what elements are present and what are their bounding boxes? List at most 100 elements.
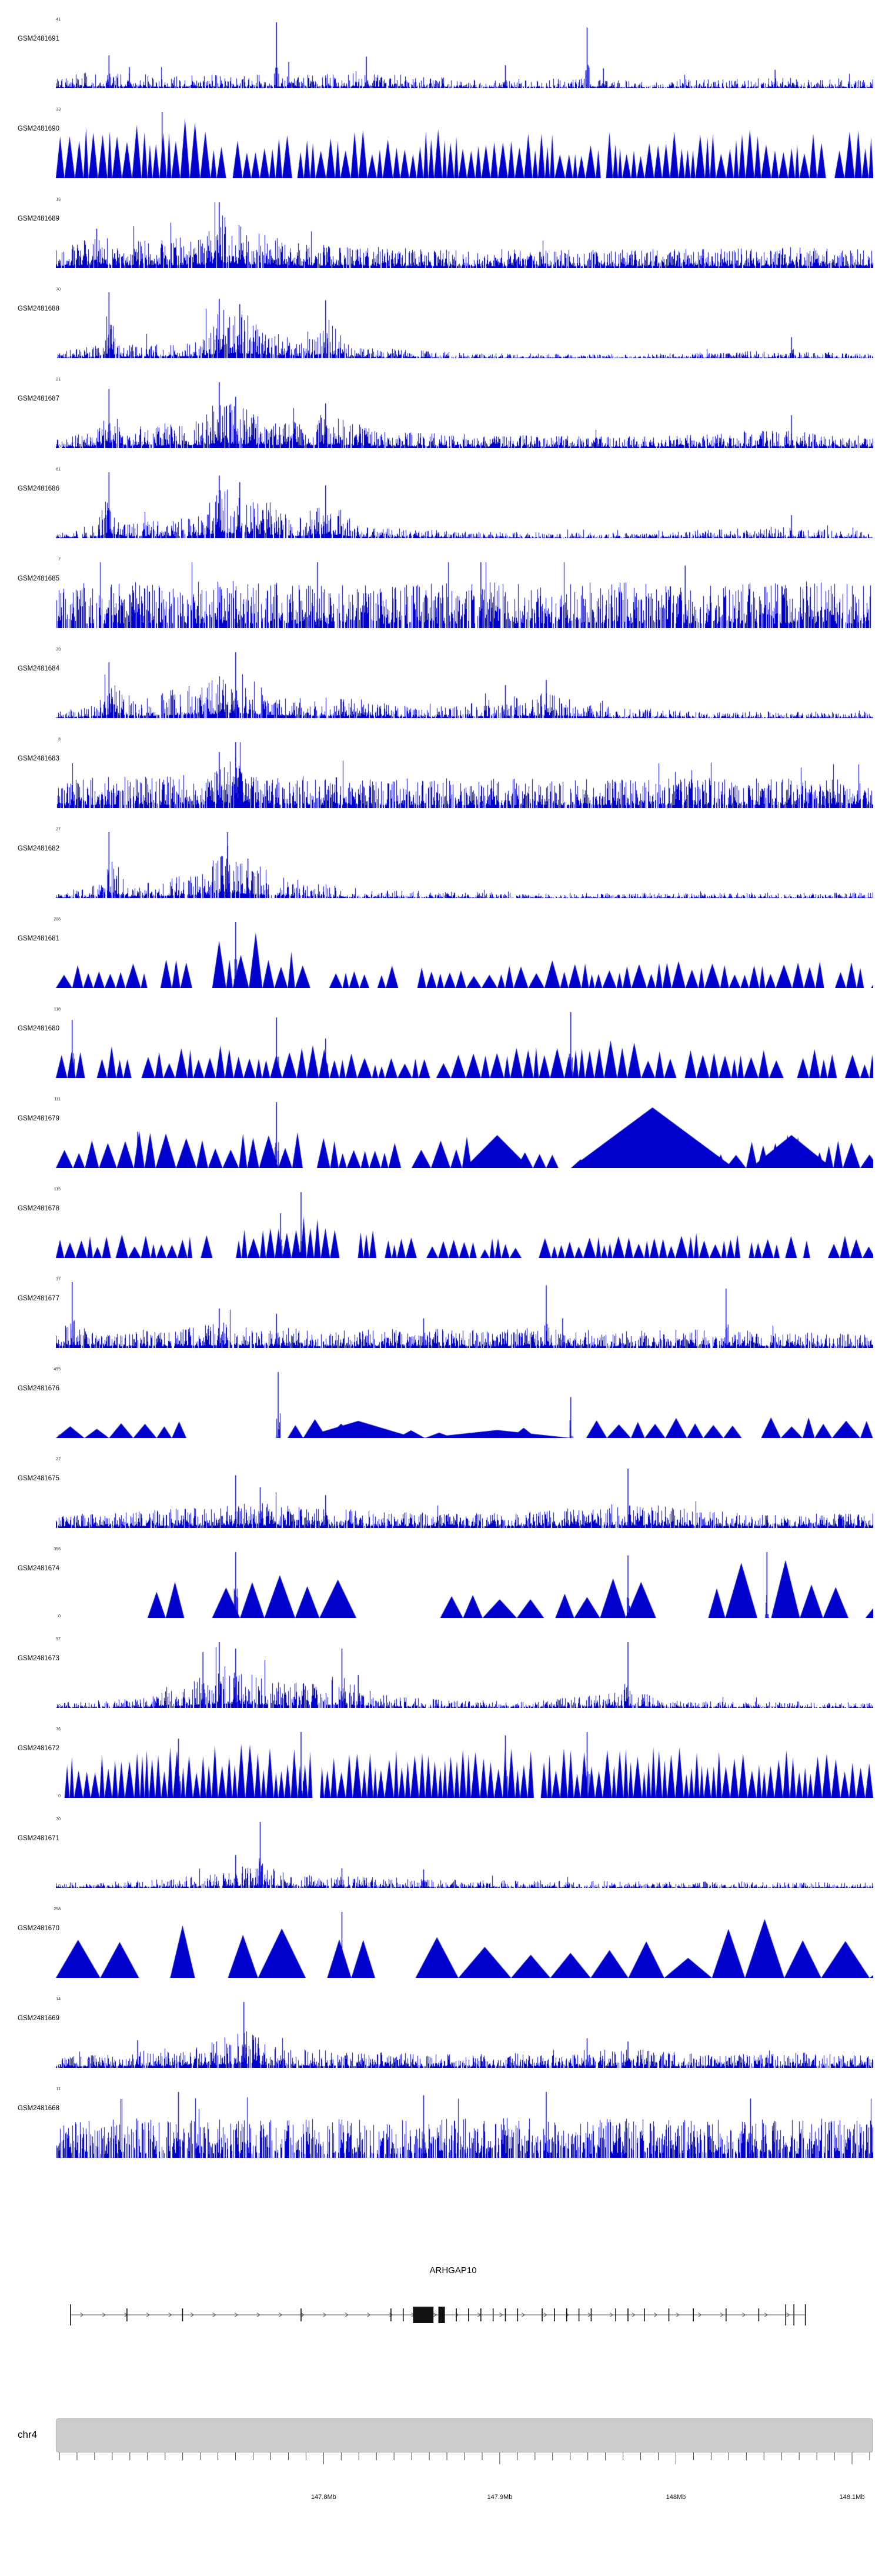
track-row: GSM2481682 27 0 — [0, 827, 882, 919]
exon-tick — [542, 2308, 543, 2321]
axis-major-label: 147.8Mb — [310, 2494, 336, 2501]
chromosome-label: chr4 — [18, 2429, 38, 2440]
exon-tick — [182, 2308, 183, 2321]
strand-arrow-icon — [278, 2313, 283, 2317]
gene-track-section: ARHGAP10 — [0, 2258, 882, 2364]
track-plot: 11 0 — [56, 2087, 873, 2158]
exon-tick — [456, 2308, 457, 2321]
exon-tick — [578, 2308, 580, 2321]
track-row: GSM2481686 61 0 — [0, 468, 882, 559]
track-label: GSM2481678 — [18, 1205, 59, 1212]
track-label: GSM2481688 — [18, 305, 59, 312]
track-plot: 495 0 — [54, 1367, 873, 1439]
strand-arrow-icon — [323, 2313, 327, 2317]
strand-arrow-icon — [190, 2313, 195, 2317]
track-plot: 206 0 — [54, 917, 873, 989]
track-row: GSM2481677 37 0 — [0, 1277, 882, 1369]
exon-tick — [566, 2308, 567, 2321]
track-ymax-value: 7 — [58, 558, 61, 562]
strand-arrow-icon — [389, 2313, 393, 2317]
exon-tick — [804, 2304, 806, 2325]
track-ymax-value: 76 — [56, 1727, 61, 1731]
strand-arrow-icon — [212, 2313, 216, 2317]
track-label: GSM2481672 — [18, 1745, 59, 1752]
exon-tick — [402, 2308, 404, 2321]
track-plot: 14 0 — [56, 1997, 873, 2068]
track-label: GSM2481679 — [18, 1115, 59, 1122]
strand-arrow-icon — [300, 2313, 305, 2317]
track-signal-canvas — [56, 2092, 873, 2158]
track-plot: 41 0 — [56, 18, 873, 89]
track-signal-canvas — [56, 202, 873, 268]
track-signal-canvas — [56, 2002, 873, 2068]
track-row: GSM2481670 258 0 — [0, 1907, 882, 1998]
track-label: GSM2481677 — [18, 1295, 59, 1302]
exon-tick — [693, 2308, 694, 2321]
track-label: GSM2481683 — [18, 755, 59, 762]
exon-tick — [590, 2308, 592, 2321]
track-plot: 118 0 — [54, 1007, 873, 1079]
track-signal-canvas — [56, 922, 873, 988]
exon-tick — [126, 2308, 128, 2321]
track-label: GSM2481684 — [18, 665, 59, 672]
track-signal-canvas — [56, 1282, 873, 1348]
track-signal-canvas — [56, 1822, 873, 1888]
track-row: GSM2481671 70 0 — [0, 1817, 882, 1908]
track-ymax-value: 8 — [58, 738, 61, 742]
track-row: GSM2481673 97 0 — [0, 1637, 882, 1729]
track-ymax-value: 115 — [54, 1187, 61, 1192]
chromosome-ideogram — [56, 2418, 873, 2452]
track-ymax-value: 258 — [54, 1907, 61, 1911]
track-ymax-value: 97 — [56, 1637, 61, 1641]
track-ymax-value: 206 — [54, 917, 61, 922]
track-plot: 76 0 — [56, 1727, 873, 1798]
strand-arrow-icon — [609, 2313, 614, 2317]
track-plot: 115 0 — [54, 1187, 873, 1259]
track-ymax-value: 70 — [56, 288, 61, 292]
track-signal-canvas — [56, 1912, 873, 1978]
track-row: GSM2481685 7 0 — [0, 558, 882, 649]
strand-arrow-icon — [345, 2313, 349, 2317]
strand-arrow-icon — [80, 2313, 84, 2317]
strand-arrow-icon — [367, 2313, 371, 2317]
exon-tick — [70, 2304, 71, 2325]
track-signal-canvas — [56, 652, 873, 718]
track-label: GSM2481668 — [18, 2105, 59, 2112]
strand-arrow-icon — [168, 2313, 172, 2317]
strand-arrow-icon — [698, 2313, 702, 2317]
track-label: GSM2481682 — [18, 845, 59, 852]
track-label: GSM2481670 — [18, 1925, 59, 1932]
track-label: GSM2481671 — [18, 1835, 59, 1842]
strand-arrow-icon — [742, 2313, 746, 2317]
exon-tick — [758, 2308, 760, 2321]
axis-major-label: 147.9Mb — [487, 2494, 513, 2501]
track-ymax-value: 356 — [54, 1547, 61, 1551]
track-ymax-value: 33 — [56, 648, 61, 652]
track-signal-canvas — [56, 22, 873, 88]
track-signal-canvas — [56, 562, 873, 628]
track-plot: 13 0 — [56, 198, 873, 269]
track-signal-canvas — [56, 1642, 873, 1708]
track-row: GSM2481676 495 0 — [0, 1367, 882, 1459]
track-label: GSM2481680 — [18, 1025, 59, 1032]
strand-arrow-icon — [146, 2313, 150, 2317]
track-ymax-value: 41 — [56, 18, 61, 22]
exon-tick — [554, 2308, 555, 2321]
track-plot: 33 0 — [56, 648, 873, 719]
track-row: GSM2481672 76 0 — [0, 1727, 882, 1818]
exon-tick — [615, 2308, 616, 2321]
strand-arrow-icon — [102, 2313, 106, 2317]
axis-major-label: 148Mb — [666, 2494, 686, 2501]
track-plot: 33 0 — [56, 108, 873, 179]
track-row: GSM2481691 41 0 — [0, 18, 882, 109]
track-signal-canvas — [56, 1552, 873, 1618]
strand-arrow-icon — [764, 2313, 768, 2317]
strand-arrow-icon — [653, 2313, 658, 2317]
track-plot: 22 0 — [56, 1457, 873, 1529]
track-signal-canvas — [56, 832, 873, 898]
track-plot: 27 0 — [56, 827, 873, 899]
track-row: GSM2481669 14 0 — [0, 1997, 882, 2088]
exon-block — [413, 2307, 434, 2323]
track-ymax-value: 21 — [56, 378, 61, 382]
exon-tick — [793, 2304, 794, 2325]
